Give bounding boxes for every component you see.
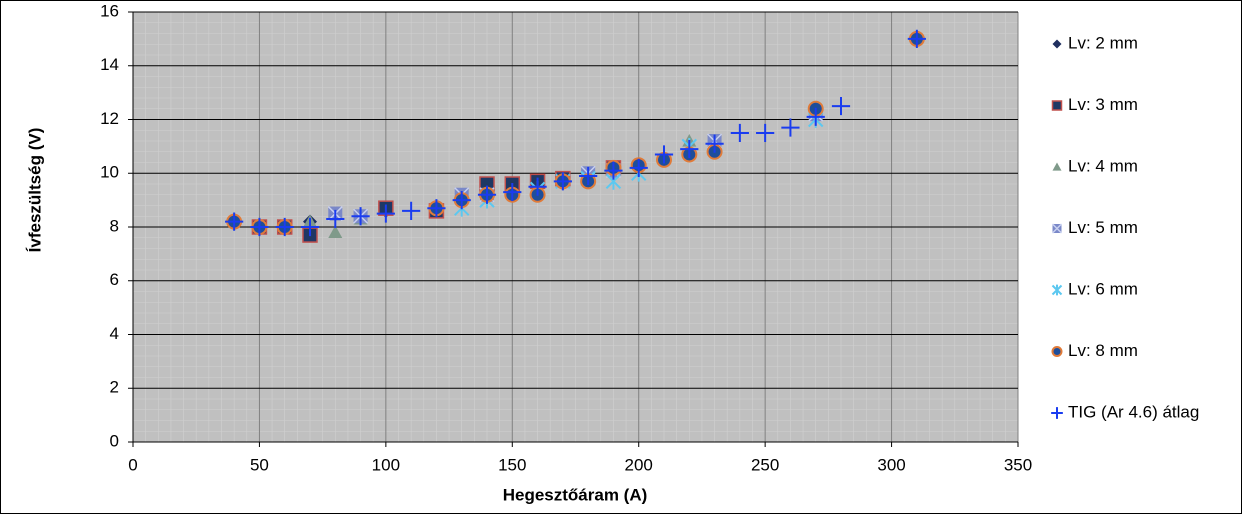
legend-marker — [1051, 346, 1063, 357]
legend-label: Lv: 6 mm — [1068, 279, 1138, 298]
point-part — [225, 212, 244, 231]
point — [528, 177, 547, 196]
point-part — [629, 158, 648, 177]
x-tick-label: 100 — [372, 455, 400, 474]
point — [907, 29, 926, 48]
point-part — [402, 201, 421, 220]
legend-marker — [1051, 100, 1063, 111]
legend-marker — [1052, 162, 1062, 171]
point — [604, 161, 623, 180]
legend-marker — [1051, 407, 1063, 419]
point — [756, 123, 775, 143]
y-tick-label: 14 — [100, 55, 119, 74]
point — [427, 199, 446, 218]
legend-label: Lv: 5 mm — [1068, 218, 1138, 237]
legend-marker-part — [1052, 162, 1062, 171]
x-tick-label: 200 — [625, 455, 653, 474]
legend-marker-part — [1051, 284, 1063, 296]
legend-label: Lv: 8 mm — [1068, 341, 1138, 360]
point — [705, 134, 724, 153]
point-part — [528, 177, 547, 196]
legend-marker-part — [1051, 346, 1063, 357]
point — [300, 217, 320, 237]
point-part — [503, 182, 522, 202]
point — [452, 191, 471, 210]
point-part — [300, 217, 320, 237]
point-part — [907, 29, 926, 48]
point-part — [680, 139, 699, 159]
point — [503, 182, 522, 202]
legend-marker — [1051, 284, 1063, 296]
point-part — [831, 96, 851, 116]
legend-marker-part — [1051, 407, 1063, 419]
point — [376, 204, 395, 223]
y-tick-label: 12 — [100, 109, 119, 128]
point — [629, 158, 648, 177]
point-part — [427, 199, 446, 218]
point-part — [781, 118, 800, 137]
x-tick-label: 350 — [1004, 455, 1032, 474]
point-part — [452, 191, 471, 210]
y-tick-label: 0 — [110, 431, 119, 450]
point — [326, 209, 345, 229]
point — [680, 139, 699, 159]
point-part — [705, 134, 724, 153]
point — [730, 123, 749, 143]
point — [654, 145, 674, 164]
x-tick-label: 250 — [751, 455, 779, 474]
point — [781, 118, 800, 137]
legend-label: Lv: 4 mm — [1068, 156, 1138, 175]
y-axis-title: Ívfeszültség (V) — [25, 128, 44, 253]
legend-marker — [1051, 223, 1063, 234]
point-part — [553, 172, 572, 191]
y-tick-label: 6 — [110, 270, 119, 289]
point — [477, 185, 497, 204]
point-part — [250, 217, 269, 237]
y-tick-label: 10 — [100, 163, 119, 182]
point-part — [477, 185, 497, 204]
point — [225, 212, 244, 231]
legend-marker — [1052, 39, 1062, 49]
point-part — [328, 225, 343, 238]
point — [806, 107, 825, 126]
legend-label: Lv: 2 mm — [1068, 33, 1138, 52]
y-tick-label: 4 — [110, 324, 119, 343]
x-tick-label: 0 — [128, 455, 137, 474]
point-part — [654, 145, 674, 164]
x-tick-label: 50 — [250, 455, 269, 474]
point-part — [806, 107, 825, 126]
point — [579, 166, 598, 186]
x-tick-label: 300 — [877, 455, 905, 474]
legend-marker-part — [1052, 39, 1062, 49]
legend-marker-part — [1051, 223, 1063, 234]
point — [553, 172, 572, 191]
point — [250, 217, 269, 237]
point-part — [351, 207, 370, 226]
x-tick-label: 150 — [498, 455, 526, 474]
point-part — [730, 123, 749, 143]
legend-label: Lv: 3 mm — [1068, 95, 1138, 114]
point-part — [579, 166, 598, 186]
y-tick-label: 2 — [110, 378, 119, 397]
legend-marker-part — [1051, 100, 1063, 111]
point-part — [604, 161, 623, 180]
point-part — [376, 204, 395, 223]
y-tick-label: 8 — [110, 216, 119, 235]
x-axis-title: Hegesztőáram (A) — [503, 485, 648, 504]
point — [402, 201, 421, 220]
point-part — [756, 123, 775, 143]
point-part — [275, 217, 294, 237]
y-tick-label: 16 — [100, 1, 119, 20]
point-part — [326, 209, 345, 229]
point — [275, 217, 294, 237]
point — [831, 96, 851, 116]
point — [328, 225, 343, 238]
legend-label: TIG (Ar 4.6) átlag — [1068, 402, 1199, 421]
point — [351, 207, 370, 226]
